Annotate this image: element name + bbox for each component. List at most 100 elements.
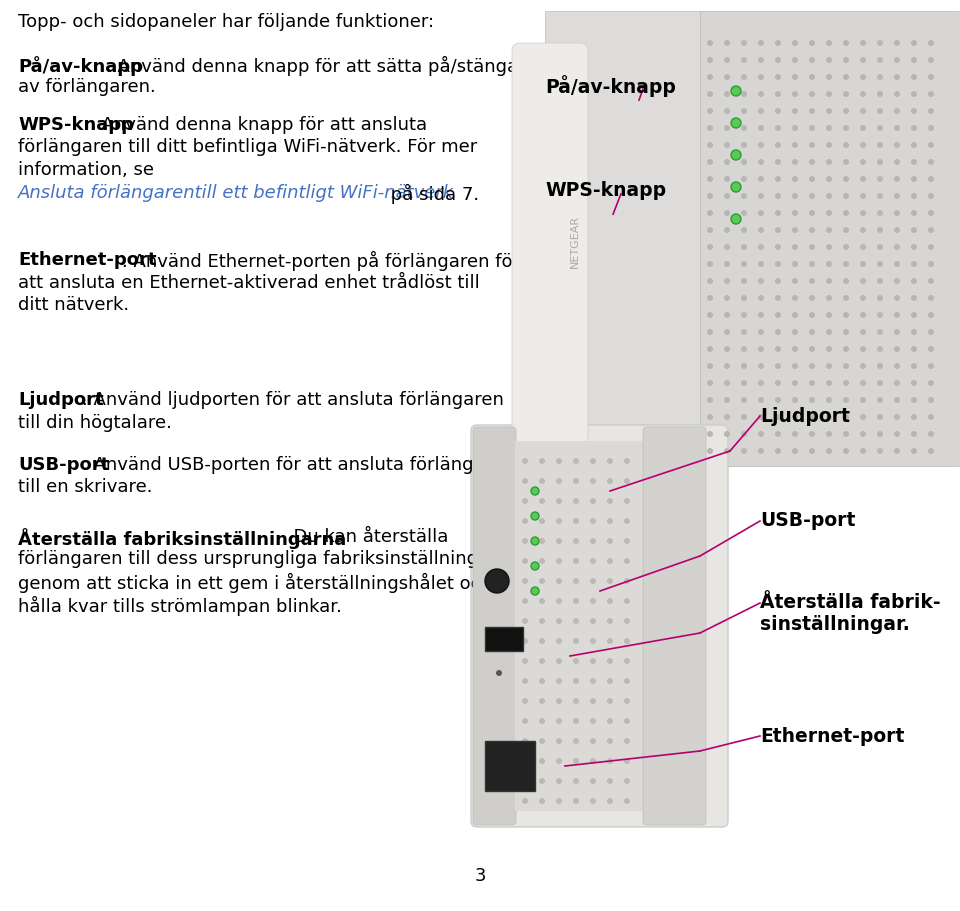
Circle shape	[792, 57, 798, 63]
Circle shape	[911, 380, 917, 386]
Circle shape	[928, 210, 934, 216]
Circle shape	[758, 295, 764, 301]
FancyBboxPatch shape	[545, 11, 950, 466]
Circle shape	[809, 40, 815, 46]
Text: . Använd denna knapp för att sätta på/stänga: . Använd denna knapp för att sätta på/st…	[106, 56, 518, 77]
Circle shape	[624, 798, 630, 804]
Circle shape	[758, 210, 764, 216]
Circle shape	[707, 278, 713, 284]
Circle shape	[809, 261, 815, 267]
Circle shape	[826, 363, 832, 369]
Circle shape	[809, 227, 815, 233]
Circle shape	[928, 142, 934, 148]
Circle shape	[775, 278, 781, 284]
Circle shape	[607, 778, 613, 784]
Circle shape	[877, 74, 883, 80]
FancyBboxPatch shape	[515, 441, 645, 811]
Circle shape	[707, 329, 713, 335]
Circle shape	[573, 498, 579, 504]
Circle shape	[826, 40, 832, 46]
Circle shape	[741, 74, 747, 80]
Circle shape	[573, 638, 579, 644]
Circle shape	[741, 448, 747, 454]
Circle shape	[556, 778, 562, 784]
Circle shape	[894, 244, 900, 250]
Circle shape	[624, 578, 630, 584]
Circle shape	[590, 678, 596, 684]
Circle shape	[911, 397, 917, 403]
Circle shape	[826, 278, 832, 284]
Circle shape	[624, 538, 630, 544]
Circle shape	[826, 74, 832, 80]
Circle shape	[911, 295, 917, 301]
Circle shape	[792, 431, 798, 437]
Circle shape	[556, 738, 562, 744]
Circle shape	[860, 448, 866, 454]
Circle shape	[826, 142, 832, 148]
Circle shape	[758, 193, 764, 199]
Circle shape	[860, 431, 866, 437]
Text: . Använd USB-porten för att ansluta förlängaren: . Använd USB-porten för att ansluta förl…	[82, 456, 515, 474]
Circle shape	[624, 618, 630, 624]
Circle shape	[556, 538, 562, 544]
Circle shape	[775, 193, 781, 199]
Circle shape	[758, 261, 764, 267]
Circle shape	[894, 380, 900, 386]
Circle shape	[741, 244, 747, 250]
Circle shape	[724, 397, 730, 403]
Circle shape	[556, 518, 562, 524]
Text: Topp- och sidopaneler har följande funktioner:: Topp- och sidopaneler har följande funkt…	[18, 13, 434, 31]
Circle shape	[843, 380, 849, 386]
Circle shape	[792, 108, 798, 114]
Circle shape	[792, 40, 798, 46]
Circle shape	[843, 261, 849, 267]
Circle shape	[590, 778, 596, 784]
Circle shape	[928, 40, 934, 46]
Circle shape	[877, 278, 883, 284]
Circle shape	[539, 518, 545, 524]
Circle shape	[792, 244, 798, 250]
Circle shape	[556, 758, 562, 764]
Circle shape	[724, 431, 730, 437]
Circle shape	[573, 598, 579, 604]
Circle shape	[792, 329, 798, 335]
Circle shape	[928, 108, 934, 114]
Circle shape	[590, 558, 596, 564]
Circle shape	[741, 312, 747, 318]
Circle shape	[877, 108, 883, 114]
Text: NETGEAR: NETGEAR	[570, 214, 580, 268]
Circle shape	[775, 159, 781, 165]
Circle shape	[809, 176, 815, 182]
Circle shape	[624, 518, 630, 524]
Circle shape	[809, 346, 815, 352]
Circle shape	[843, 74, 849, 80]
Circle shape	[775, 40, 781, 46]
Circle shape	[826, 193, 832, 199]
Circle shape	[843, 244, 849, 250]
Text: 3: 3	[474, 867, 486, 885]
Circle shape	[860, 193, 866, 199]
Circle shape	[724, 414, 730, 420]
Circle shape	[826, 261, 832, 267]
Circle shape	[531, 537, 539, 545]
Circle shape	[724, 448, 730, 454]
Circle shape	[792, 261, 798, 267]
Text: ditt nätverk.: ditt nätverk.	[18, 296, 130, 314]
Circle shape	[928, 448, 934, 454]
Circle shape	[522, 498, 528, 504]
Circle shape	[607, 498, 613, 504]
Text: . Använd ljudporten för att ansluta förlängaren: . Använd ljudporten för att ansluta förl…	[82, 391, 504, 409]
Circle shape	[707, 312, 713, 318]
Circle shape	[877, 227, 883, 233]
Circle shape	[741, 108, 747, 114]
Circle shape	[573, 518, 579, 524]
Circle shape	[624, 678, 630, 684]
Circle shape	[758, 91, 764, 97]
Circle shape	[860, 57, 866, 63]
Circle shape	[556, 478, 562, 484]
Circle shape	[877, 397, 883, 403]
Circle shape	[877, 329, 883, 335]
Circle shape	[707, 91, 713, 97]
Circle shape	[877, 414, 883, 420]
Circle shape	[758, 74, 764, 80]
